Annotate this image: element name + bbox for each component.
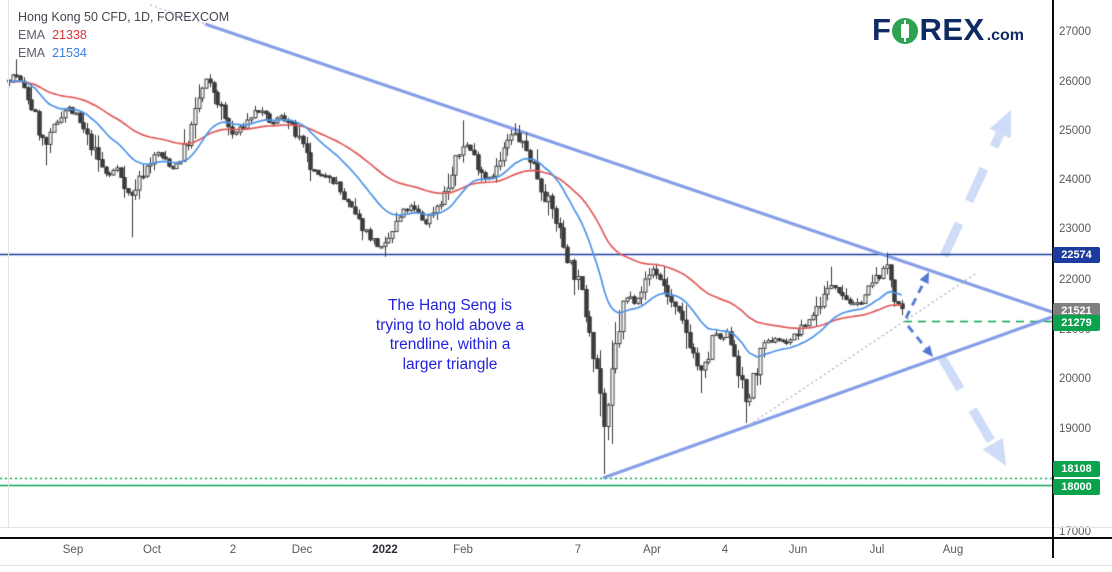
time-axis-line [0,537,1112,539]
candlestick-icon [901,20,910,42]
price-tick: 24000 [1059,174,1091,186]
logo-rex: REX [919,12,985,47]
price-tick: 19000 [1059,423,1091,435]
price-badge: 18108 [1053,461,1100,477]
time-axis-bottom-border [0,565,1112,566]
time-label: Sep [62,544,84,556]
price-tick: 27000 [1059,26,1091,38]
time-label: 2022 [372,544,398,556]
price-axis-line [1052,0,1054,558]
ema-legend-2[interactable]: EMA 21534 [18,44,229,62]
time-label: Oct [143,544,161,556]
ema1-label: EMA [18,28,46,42]
logo-o-icon [892,18,919,44]
price-tick: 17000 [1059,526,1091,538]
time-label: Feb [453,544,473,556]
symbol-legend: Hong Kong 50 CFD, 1D, FOREXCOM EMA 21338 … [18,8,229,62]
price-tick: 22000 [1059,274,1091,286]
ema2-label: EMA [18,46,46,60]
price-tick: 23000 [1059,223,1091,235]
annotation-line-4: larger triangle [402,355,498,373]
ema2-value: 21534 [52,46,87,60]
price-badge: 21279 [1053,315,1100,331]
price-tick: 20000 [1059,373,1091,385]
time-label: Apr [643,544,661,556]
time-label: Jul [869,544,885,556]
logo-dotcom: .com [986,27,1025,44]
ema1-value: 21338 [52,28,87,42]
time-label: Dec [291,544,313,556]
price-badge: 18000 [1053,479,1100,495]
time-label: 4 [721,544,729,556]
time-label: Jun [788,544,808,556]
price-tick: 25000 [1059,125,1091,137]
time-label: 2 [229,544,237,556]
symbol-title[interactable]: Hong Kong 50 CFD, 1D, FOREXCOM [18,10,230,24]
chart-annotation-text[interactable]: The Hang Seng is trying to hold above a … [376,296,524,374]
annotation-line-1: The Hang Seng is [387,297,513,314]
ema-legend-1[interactable]: EMA 21338 [18,26,229,44]
time-label: 7 [574,544,582,556]
forex-com-logo: F REX .com [872,12,1024,48]
logo-f: F [872,12,892,47]
pane-left-border [8,0,9,527]
time-label: Aug [942,544,964,556]
annotation-line-2: trying to hold above a [375,316,525,334]
price-badge: 22574 [1053,247,1100,263]
pane-bottom-border [0,527,1112,528]
annotation-line-3: trendline, within a [389,336,511,353]
price-tick: 26000 [1059,76,1091,88]
